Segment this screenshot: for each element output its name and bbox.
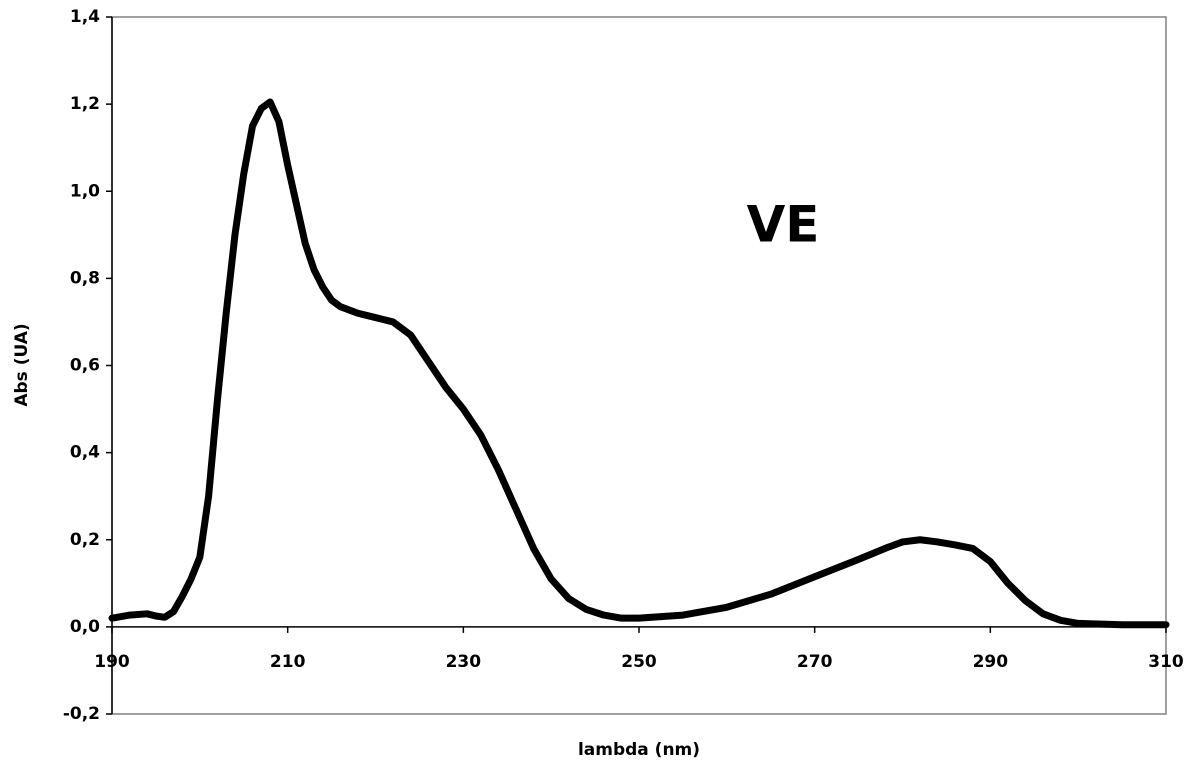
y-tick-label: 0,8	[70, 268, 100, 288]
x-tick-label: 310	[1148, 652, 1184, 672]
y-tick-label: 0,4	[70, 443, 100, 463]
y-tick-label: 0,6	[70, 356, 100, 376]
x-tick-label: 290	[973, 652, 1009, 672]
y-tick-label: -0,2	[63, 704, 100, 724]
plot-frame	[111, 16, 1167, 715]
x-tick-label: 250	[621, 652, 657, 672]
data-line	[108, 98, 1170, 629]
annotation: VE	[747, 196, 820, 254]
x-tick-label: 230	[446, 652, 482, 672]
x-tick-label: 190	[94, 652, 130, 672]
y-tick-label: 0,2	[70, 530, 100, 550]
x-tick-label: 210	[270, 652, 306, 672]
y-tick-label: 1,4	[70, 7, 100, 27]
x-axis-label: lambda (nm)	[578, 740, 700, 760]
y-axis-label: Abs (UA)	[12, 323, 32, 406]
y-tick-label: 0,0	[70, 617, 100, 637]
x-tick-label: 270	[797, 652, 833, 672]
y-tick-label: 1,0	[70, 181, 100, 201]
y-tick-label: 1,2	[70, 94, 100, 114]
